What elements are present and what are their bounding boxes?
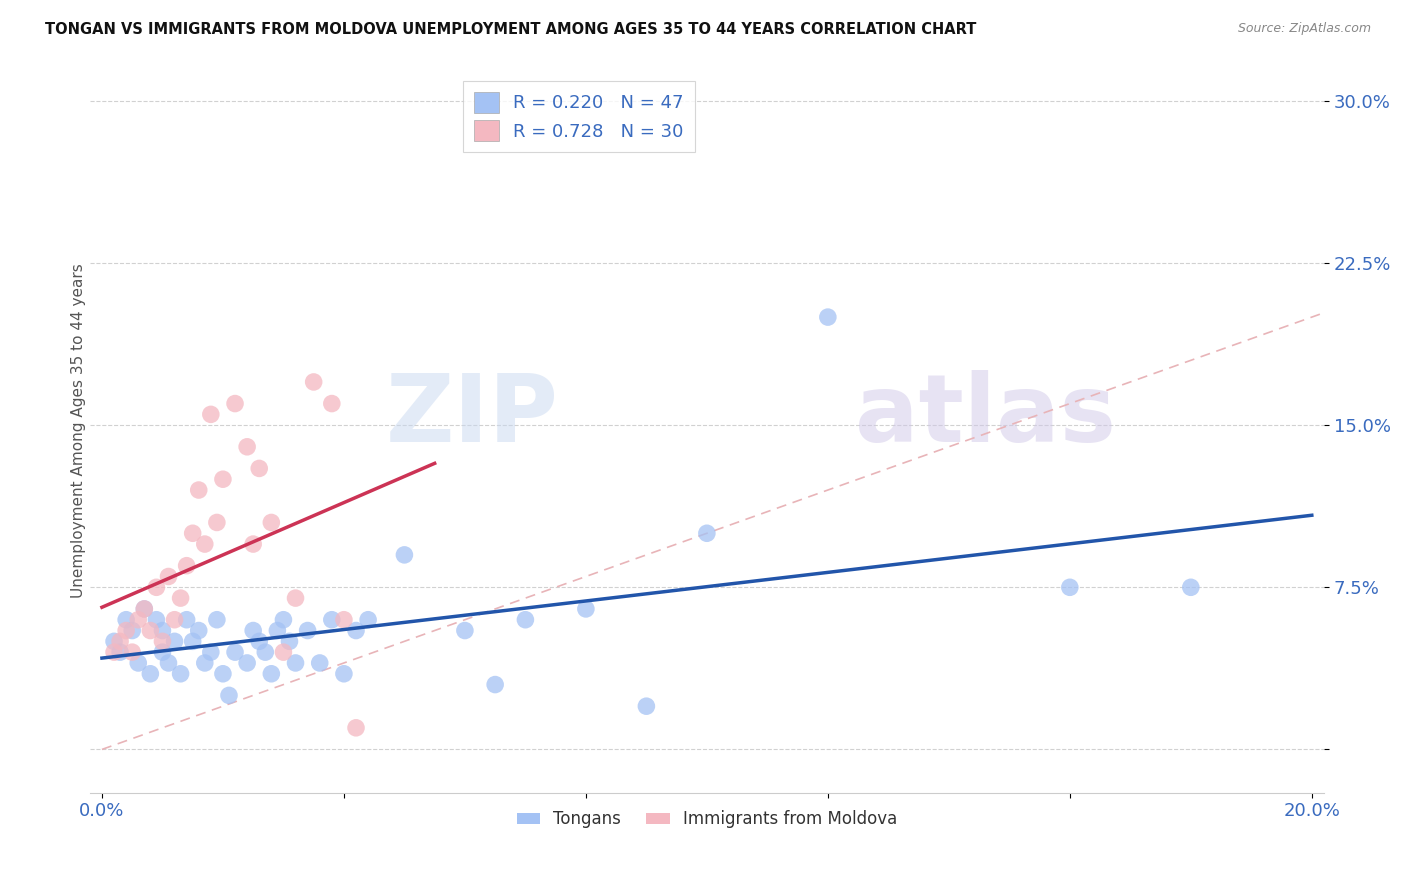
Point	[127, 656, 149, 670]
Point	[176, 613, 198, 627]
Point	[242, 537, 264, 551]
Point	[115, 624, 138, 638]
Point	[260, 516, 283, 530]
Point	[278, 634, 301, 648]
Point	[344, 721, 367, 735]
Point	[254, 645, 277, 659]
Point	[236, 656, 259, 670]
Point	[297, 624, 319, 638]
Point	[163, 634, 186, 648]
Point	[152, 645, 174, 659]
Y-axis label: Unemployment Among Ages 35 to 44 years: Unemployment Among Ages 35 to 44 years	[72, 263, 86, 598]
Point	[139, 624, 162, 638]
Point	[157, 569, 180, 583]
Point	[152, 624, 174, 638]
Point	[333, 613, 356, 627]
Point	[1059, 580, 1081, 594]
Point	[205, 516, 228, 530]
Point	[134, 602, 156, 616]
Point	[108, 634, 131, 648]
Point	[273, 613, 295, 627]
Point	[157, 656, 180, 670]
Point	[187, 483, 209, 497]
Point	[127, 613, 149, 627]
Point	[333, 666, 356, 681]
Point	[817, 310, 839, 324]
Point	[224, 396, 246, 410]
Point	[242, 624, 264, 638]
Point	[181, 634, 204, 648]
Point	[108, 645, 131, 659]
Point	[115, 613, 138, 627]
Point	[224, 645, 246, 659]
Point	[273, 645, 295, 659]
Point	[284, 591, 307, 606]
Point	[187, 624, 209, 638]
Point	[194, 537, 217, 551]
Point	[121, 624, 143, 638]
Point	[284, 656, 307, 670]
Point	[212, 472, 235, 486]
Point	[121, 645, 143, 659]
Point	[169, 666, 191, 681]
Point	[152, 634, 174, 648]
Text: ZIP: ZIP	[385, 370, 558, 462]
Point	[139, 666, 162, 681]
Point	[1180, 580, 1202, 594]
Point	[145, 613, 167, 627]
Point	[247, 634, 270, 648]
Text: TONGAN VS IMMIGRANTS FROM MOLDOVA UNEMPLOYMENT AMONG AGES 35 TO 44 YEARS CORRELA: TONGAN VS IMMIGRANTS FROM MOLDOVA UNEMPL…	[45, 22, 976, 37]
Point	[308, 656, 330, 670]
Point	[103, 634, 125, 648]
Point	[484, 677, 506, 691]
Point	[218, 689, 240, 703]
Point	[181, 526, 204, 541]
Point	[169, 591, 191, 606]
Text: atlas: atlas	[855, 370, 1116, 462]
Point	[194, 656, 217, 670]
Point	[636, 699, 658, 714]
Point	[163, 613, 186, 627]
Point	[145, 580, 167, 594]
Point	[212, 666, 235, 681]
Point	[200, 408, 222, 422]
Point	[454, 624, 477, 638]
Point	[394, 548, 416, 562]
Point	[176, 558, 198, 573]
Point	[200, 645, 222, 659]
Point	[205, 613, 228, 627]
Point	[302, 375, 325, 389]
Point	[696, 526, 718, 541]
Point	[266, 624, 288, 638]
Point	[575, 602, 598, 616]
Point	[247, 461, 270, 475]
Point	[236, 440, 259, 454]
Point	[134, 602, 156, 616]
Point	[357, 613, 380, 627]
Point	[321, 613, 343, 627]
Text: Source: ZipAtlas.com: Source: ZipAtlas.com	[1237, 22, 1371, 36]
Point	[103, 645, 125, 659]
Point	[515, 613, 537, 627]
Point	[260, 666, 283, 681]
Point	[321, 396, 343, 410]
Legend: Tongans, Immigrants from Moldova: Tongans, Immigrants from Moldova	[510, 804, 904, 835]
Point	[344, 624, 367, 638]
